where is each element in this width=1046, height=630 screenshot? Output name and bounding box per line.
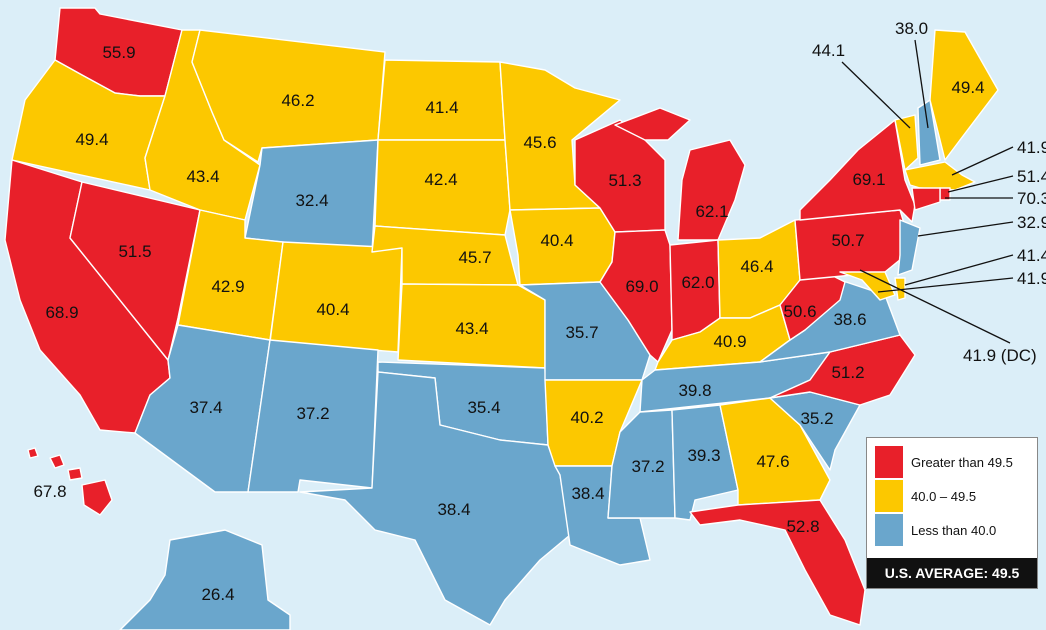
legend-label-mid: 40.0 – 49.5 [911,488,977,504]
legend-label-high: Greater than 49.5 [911,454,1013,470]
label-vermont: 44.1 [812,41,845,60]
label-alabama: 39.3 [687,446,720,465]
label-north-dakota: 41.4 [425,98,458,117]
label-alaska: 26.4 [201,585,234,604]
label-oklahoma: 35.4 [467,398,500,417]
leader-massachusetts [951,146,1014,176]
label-utah: 42.9 [211,277,244,296]
label-maine: 49.4 [951,78,984,97]
state-texas [299,371,571,626]
state-vermont [894,114,919,171]
label-virginia: 38.6 [833,310,866,329]
state-new-mexico [247,339,379,493]
label-rhode-island: 51.4 [1017,167,1046,186]
label-massachusetts: 41.9 [1017,138,1046,157]
legend-label-low: Less than 40.0 [911,522,997,538]
legend-swatch-high [875,446,903,478]
label-new-hampshire: 38.0 [895,19,928,38]
state-illinois [599,229,673,363]
state-maine [929,29,999,161]
label-arkansas: 40.2 [570,408,603,427]
state-hawaii [27,447,113,516]
label-new-mexico: 37.2 [296,404,329,423]
label-idaho: 43.4 [186,167,219,186]
label-south-dakota: 42.4 [424,170,457,189]
label-wisconsin: 51.3 [608,171,641,190]
label-montana: 46.2 [281,91,314,110]
label-tennessee: 39.8 [678,381,711,400]
label-ohio: 46.4 [740,257,773,276]
label-pennsylvania: 50.7 [831,231,864,250]
label-delaware: 41.4 [1017,246,1046,265]
label-south-carolina: 35.2 [800,409,833,428]
legend: Greater than 49.5 40.0 – 49.5 Less than … [866,437,1038,589]
legend-swatch-mid [875,480,903,512]
label-nevada: 51.5 [118,242,151,261]
label-colorado: 40.4 [316,300,349,319]
state-south-dakota [374,139,511,236]
label-north-carolina: 51.2 [831,363,864,382]
label-missouri: 35.7 [565,323,598,342]
leader-new-jersey [917,221,1014,237]
state-shapes [4,7,999,630]
label-hawaii: 67.8 [33,482,66,501]
label-connecticut: 70.3 [1017,189,1046,208]
state-michigan [614,107,746,241]
label-washington: 55.9 [102,43,135,62]
label-indiana: 62.0 [681,273,714,292]
leader-delaware [904,254,1014,286]
leader-vermont [841,61,911,129]
label-arizona: 37.4 [189,398,222,417]
leader-rhode-island [947,175,1014,193]
legend-swatch-low [875,514,903,546]
state-colorado [269,241,403,353]
label-georgia: 47.6 [756,452,789,471]
label-wyoming: 32.4 [295,191,328,210]
label-nebraska: 45.7 [458,248,491,267]
label-iowa: 40.4 [540,231,573,250]
state-florida [689,499,866,626]
label-new-york: 69.1 [852,170,885,189]
label-texas: 38.4 [437,500,470,519]
legend-row-mid: 40.0 – 49.5 [875,480,976,512]
label-minnesota: 45.6 [523,133,556,152]
state-new-york [799,119,916,223]
label-maryland: 41.9 [1017,269,1046,288]
label-illinois: 69.0 [625,277,658,296]
state-new-jersey [897,219,921,276]
label-oregon: 49.4 [75,130,108,149]
value-labels: 55.9 49.4 68.9 51.5 43.4 46.2 32.4 42.9 … [33,19,1046,604]
label-california: 68.9 [45,303,78,322]
us-average-banner: U.S. AVERAGE: 49.5 [867,558,1037,588]
state-connecticut [911,187,941,211]
label-west-virginia: 50.6 [783,302,816,321]
callout-leaders [841,39,1014,344]
label-kentucky: 40.9 [713,332,746,351]
state-minnesota [499,61,621,211]
label-dc: 41.9 (DC) [963,346,1037,365]
state-new-hampshire [917,99,941,166]
label-kansas: 43.4 [455,319,488,338]
label-louisiana: 38.4 [571,484,604,503]
state-maryland [839,271,896,301]
legend-row-high: Greater than 49.5 [875,446,1013,478]
legend-row-low: Less than 40.0 [875,514,996,546]
leader-dc [859,269,1011,344]
label-michigan: 62.1 [695,202,728,221]
label-mississippi: 37.2 [631,457,664,476]
state-alaska [119,529,291,630]
label-florida: 52.8 [786,517,819,536]
label-new-jersey: 32.9 [1017,213,1046,232]
leader-new-hampshire [914,39,929,129]
state-massachusetts [904,161,976,191]
